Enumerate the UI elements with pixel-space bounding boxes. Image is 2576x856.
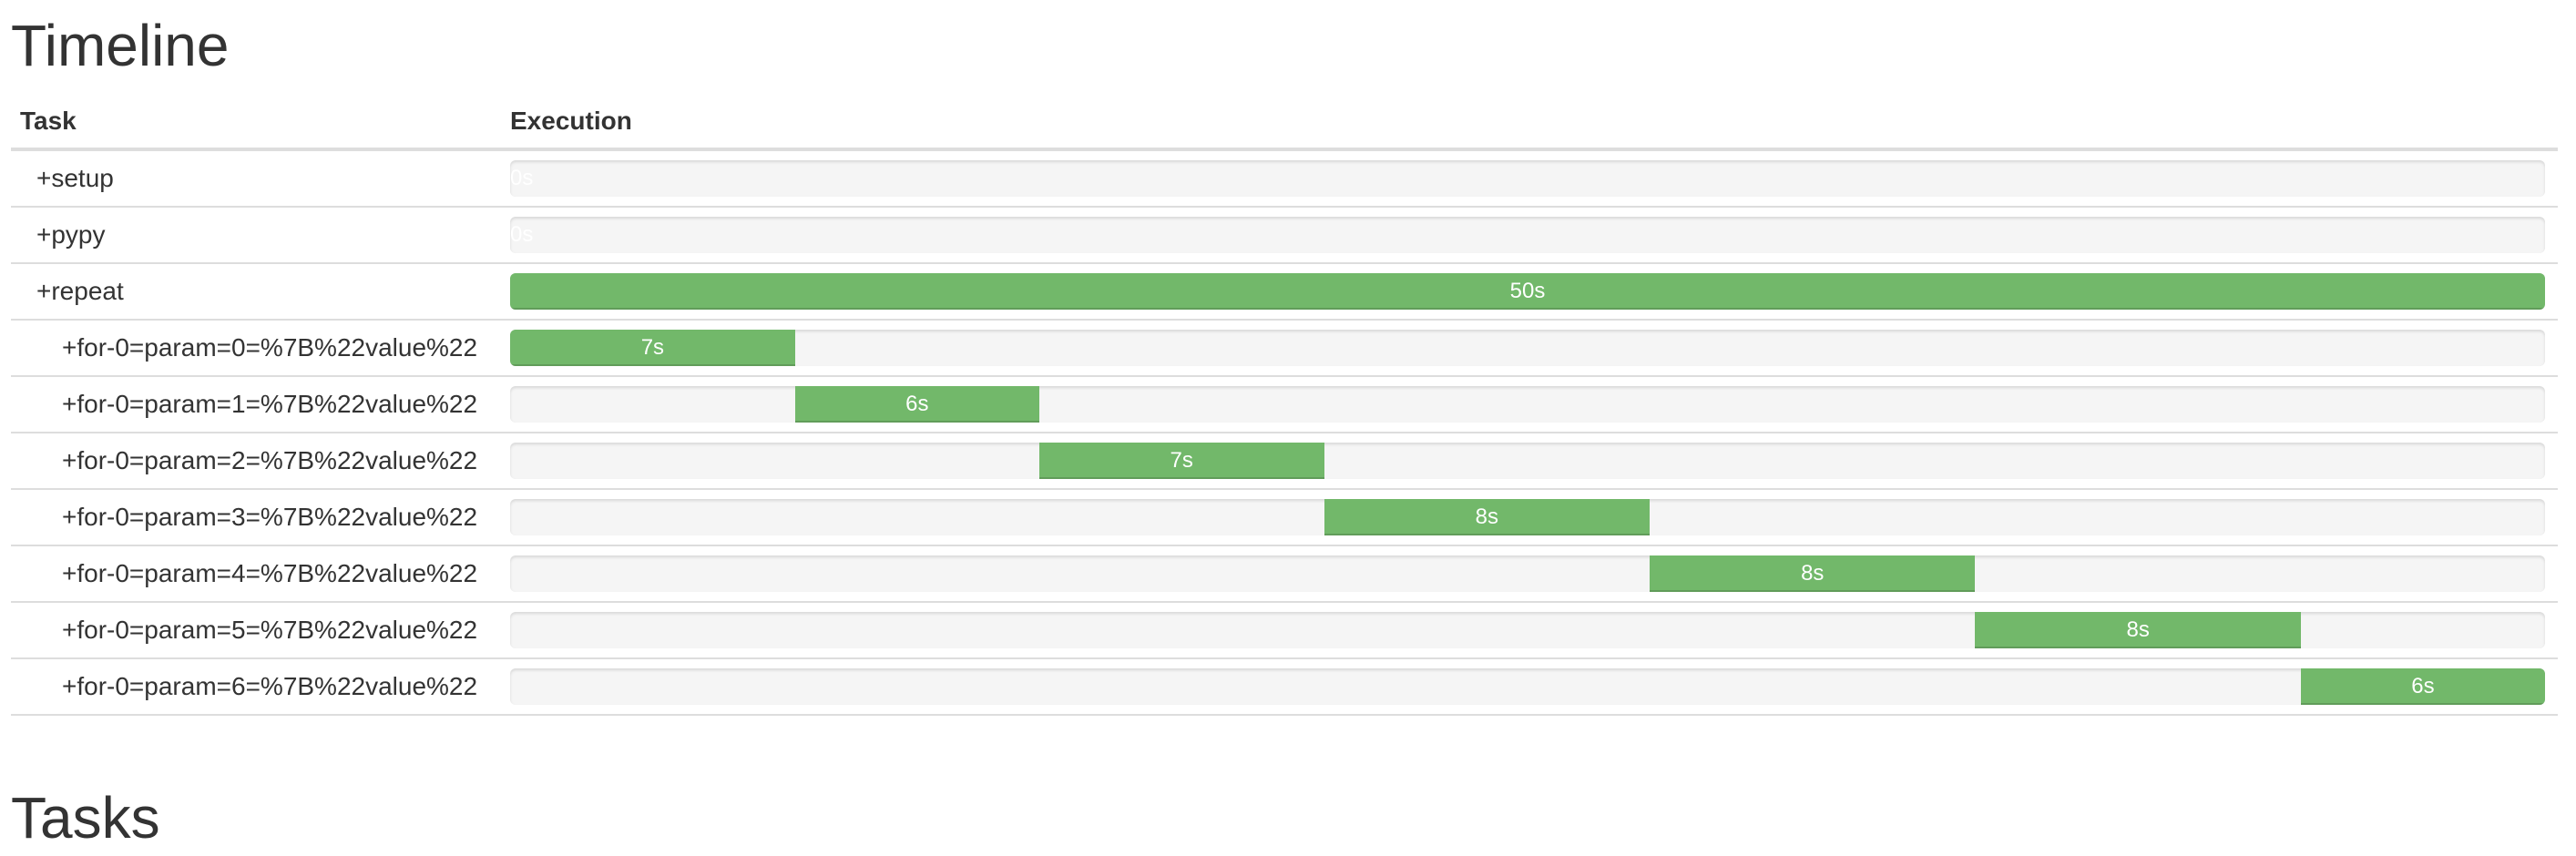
execution-track: 0s	[510, 217, 2545, 253]
column-header-execution: Execution	[510, 107, 632, 135]
tasks-heading: Tasks	[11, 785, 160, 851]
execution-bar: 8s	[1650, 555, 1976, 592]
execution-track: 7s	[510, 443, 2545, 479]
execution-track: 8s	[510, 612, 2545, 648]
execution-bar: 0s	[510, 222, 534, 247]
execution-bar: 7s	[510, 330, 795, 366]
timeline-header-row: Task Execution	[11, 95, 2558, 151]
task-name: +for-0=param=2=%7B%22value%22	[62, 446, 478, 474]
execution-track: 0s	[510, 160, 2545, 197]
timeline-row: +for-0=param=2=%7B%22value%22 7s	[11, 433, 2558, 490]
task-name: +for-0=param=4=%7B%22value%22	[62, 559, 478, 587]
timeline-row: +for-0=param=5=%7B%22value%22 8s	[11, 603, 2558, 659]
timeline-table: Task Execution +setup 0s +pypy 0s +repeat 50s…	[11, 95, 2558, 716]
execution-track: 50s	[510, 273, 2545, 310]
execution-bar: 8s	[1975, 612, 2301, 648]
task-name: +for-0=param=5=%7B%22value%22	[62, 616, 478, 644]
execution-track: 7s	[510, 330, 2545, 366]
timeline-row: +for-0=param=1=%7B%22value%22 6s	[11, 377, 2558, 433]
execution-bar: 8s	[1324, 499, 1651, 535]
timeline-rows: +setup 0s +pypy 0s +repeat 50s +for-0=param=0=…	[11, 151, 2558, 716]
timeline-row: +for-0=param=6=%7B%22value%22 6s	[11, 659, 2558, 716]
execution-bar: 6s	[794, 386, 1039, 423]
task-name: +for-0=param=0=%7B%22value%22	[62, 333, 478, 362]
page-title: Timeline	[11, 13, 230, 78]
column-header-task: Task	[20, 107, 77, 135]
task-name: +for-0=param=3=%7B%22value%22	[62, 503, 478, 531]
task-name: +repeat	[36, 277, 124, 305]
task-name: +setup	[36, 164, 114, 192]
timeline-row: +setup 0s	[11, 151, 2558, 208]
task-name: +for-0=param=6=%7B%22value%22	[62, 672, 478, 700]
execution-track: 8s	[510, 555, 2545, 592]
timeline-row: +pypy 0s	[11, 208, 2558, 264]
timeline-row: +repeat 50s	[11, 264, 2558, 321]
execution-bar: 50s	[510, 273, 2545, 310]
task-name: +pypy	[36, 220, 106, 249]
execution-track: 8s	[510, 499, 2545, 535]
timeline-row: +for-0=param=3=%7B%22value%22 8s	[11, 490, 2558, 546]
task-name: +for-0=param=1=%7B%22value%22	[62, 390, 478, 418]
execution-track: 6s	[510, 668, 2545, 705]
timeline-row: +for-0=param=4=%7B%22value%22 8s	[11, 546, 2558, 603]
execution-bar: 6s	[2300, 668, 2545, 705]
execution-bar: 0s	[510, 166, 534, 190]
timeline-row: +for-0=param=0=%7B%22value%22 7s	[11, 321, 2558, 377]
execution-track: 6s	[510, 386, 2545, 423]
execution-bar: 7s	[1038, 443, 1324, 479]
